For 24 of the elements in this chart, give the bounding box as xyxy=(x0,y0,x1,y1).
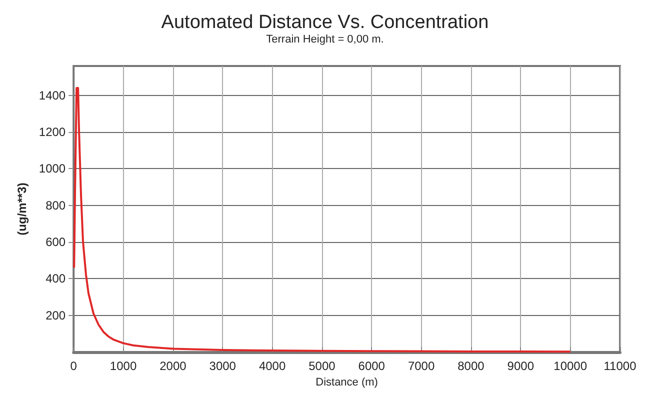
x-tick-label: 5000 xyxy=(308,359,336,373)
y-tick-label: 600 xyxy=(46,235,66,249)
chart-title: Automated Distance Vs. Concentration xyxy=(161,12,489,33)
x-tick-label: 6000 xyxy=(358,359,386,373)
x-tick-label: 2000 xyxy=(160,359,187,373)
x-tick-label: 11000 xyxy=(604,359,637,373)
y-tick-label: 400 xyxy=(46,272,66,286)
y-tick-label: 1400 xyxy=(38,88,66,102)
x-tick-label: 3000 xyxy=(209,359,236,373)
x-tick-label: 8000 xyxy=(458,359,485,373)
y-tick-label: 200 xyxy=(46,308,66,322)
x-tick-label: 4000 xyxy=(258,359,286,373)
y-tick-label: 800 xyxy=(46,198,66,212)
y-tick-label: 1200 xyxy=(38,125,66,139)
y-tick-label: 1000 xyxy=(38,162,66,176)
y-axis-title: (ug/m**3) xyxy=(15,182,29,236)
x-tick-label: 9000 xyxy=(507,359,534,373)
x-tick-label: 0 xyxy=(70,359,78,373)
x-tick-label: 10000 xyxy=(554,359,588,373)
chart-subtitle: Terrain Height = 0,00 m. xyxy=(266,34,384,46)
x-tick-label: 7000 xyxy=(408,359,435,373)
x-axis-title: Distance (m) xyxy=(316,376,378,388)
x-tick-label: 1000 xyxy=(110,359,137,373)
line-series xyxy=(73,87,572,353)
